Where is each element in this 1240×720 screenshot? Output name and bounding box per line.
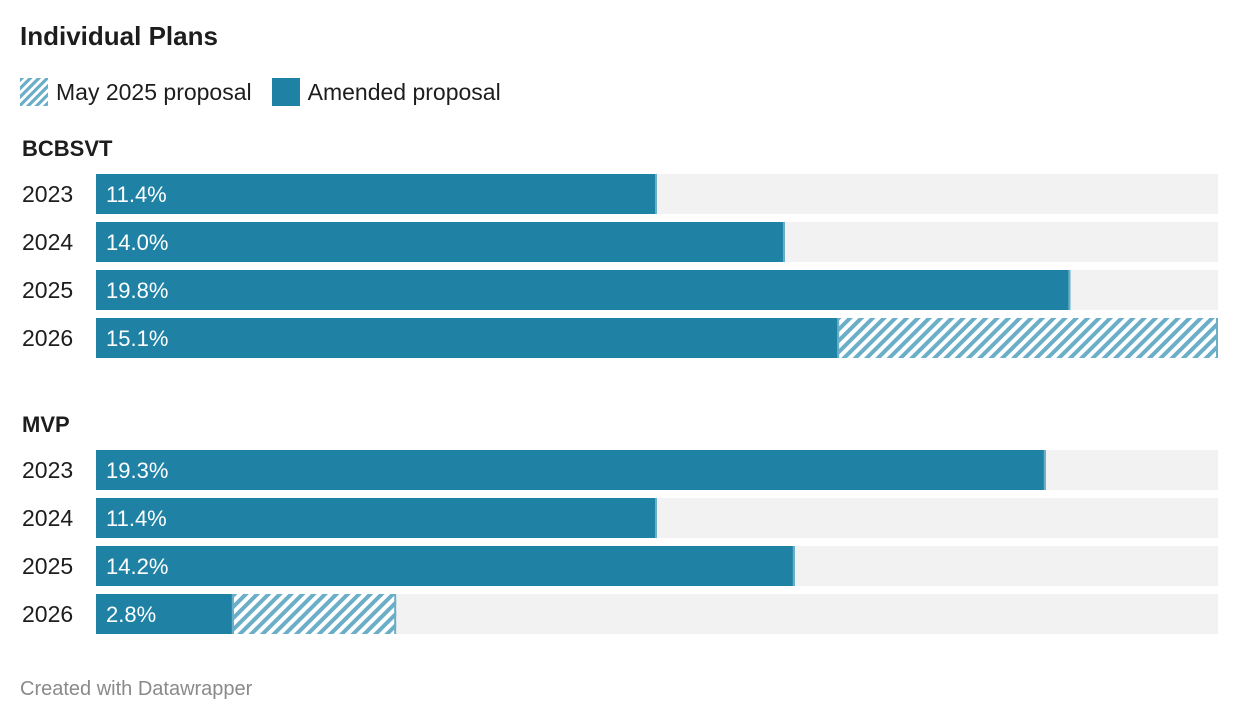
row-label-bcbsvt-2023: 2023 [22,181,73,207]
bar-amended-mvp-2026 [96,594,234,634]
value-label-bcbsvt-2023: 11.4% [106,182,167,207]
bar-amended-mvp-2024 [96,498,657,538]
legend-item-may-proposal: May 2025 proposal [20,78,252,106]
bar-end-amended-bcbsvt-2026 [837,318,840,358]
value-label-bcbsvt-2025: 19.8% [106,278,168,303]
bar-amended-bcbsvt-2025 [96,270,1071,310]
bar-end-may-proposal-mvp-2026 [394,594,397,634]
group-label-bcbsvt: BCBSVT [22,136,113,161]
bar-amended-bcbsvt-2024 [96,222,785,262]
bar-end-may-proposal-bcbsvt-2026 [1216,318,1218,358]
row-label-mvp-2023: 2023 [22,457,73,483]
bar-amended-mvp-2025 [96,546,795,586]
footer-credit: Created with Datawrapper [20,678,253,700]
row-label-bcbsvt-2026: 2026 [22,325,73,351]
value-label-mvp-2026: 2.8% [106,602,156,627]
value-label-mvp-2025: 14.2% [106,554,168,579]
bar-end-amended-mvp-2023 [1043,450,1046,490]
bar-amended-mvp-2023 [96,450,1046,490]
row-label-bcbsvt-2024: 2024 [22,229,73,255]
bar-end-amended-bcbsvt-2025 [1068,270,1071,310]
bar-end-amended-mvp-2025 [792,546,795,586]
bar-end-amended-mvp-2026 [231,594,234,634]
row-label-bcbsvt-2025: 2025 [22,277,73,303]
bar-may-proposal-mvp-2026 [233,594,397,634]
bar-end-amended-bcbsvt-2024 [782,222,785,262]
legend: May 2025 proposal Amended proposal [20,76,521,108]
bar-amended-bcbsvt-2026 [96,318,840,358]
value-label-mvp-2023: 19.3% [106,458,168,483]
bar-end-amended-mvp-2024 [655,498,657,538]
chart-title: Individual Plans [20,21,218,51]
row-label-mvp-2026: 2026 [22,601,73,627]
legend-label-amended: Amended proposal [307,78,501,105]
value-label-bcbsvt-2026: 15.1% [106,326,168,351]
value-label-bcbsvt-2024: 14.0% [106,230,168,255]
bar-amended-bcbsvt-2023 [96,174,657,214]
group-label-mvp: MVP [22,412,70,437]
row-label-mvp-2024: 2024 [22,505,73,531]
bar-end-amended-bcbsvt-2023 [655,174,657,214]
legend-swatch-hatched [20,78,48,106]
legend-swatch-solid [271,78,300,106]
value-label-mvp-2024: 11.4% [106,506,167,531]
bar-may-proposal-bcbsvt-2026 [839,318,1218,358]
legend-item-amended: Amended proposal [271,78,501,106]
row-label-mvp-2025: 2025 [22,553,73,579]
legend-label-may-proposal: May 2025 proposal [56,78,252,105]
